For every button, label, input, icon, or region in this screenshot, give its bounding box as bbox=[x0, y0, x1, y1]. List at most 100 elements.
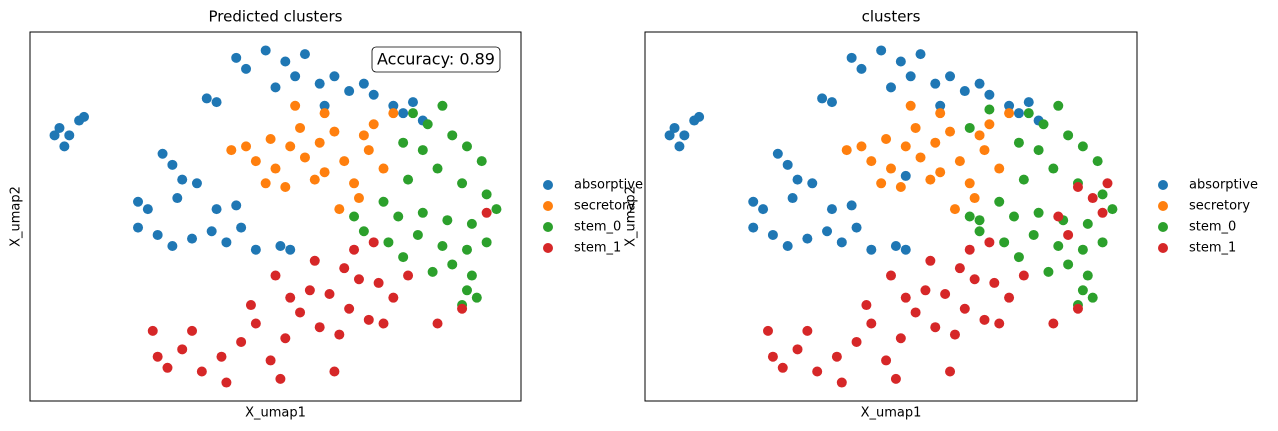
point bbox=[324, 288, 335, 299]
point bbox=[236, 222, 247, 233]
point bbox=[925, 255, 936, 266]
point bbox=[930, 137, 941, 148]
point bbox=[679, 130, 690, 141]
point bbox=[1082, 218, 1093, 229]
point bbox=[231, 52, 242, 63]
point bbox=[905, 71, 916, 82]
point bbox=[461, 141, 472, 152]
point bbox=[758, 204, 769, 215]
legend-label: absorptive bbox=[574, 178, 643, 193]
point bbox=[447, 259, 458, 270]
point bbox=[187, 233, 198, 244]
point bbox=[782, 159, 793, 170]
point bbox=[792, 344, 803, 355]
point bbox=[841, 145, 852, 156]
point bbox=[378, 163, 389, 174]
point bbox=[152, 351, 163, 362]
point bbox=[314, 78, 325, 89]
point bbox=[275, 241, 286, 252]
point bbox=[481, 207, 492, 218]
point bbox=[368, 89, 379, 100]
point bbox=[466, 218, 477, 229]
legend-marker bbox=[1158, 243, 1168, 253]
point bbox=[471, 292, 482, 303]
point bbox=[787, 193, 798, 204]
point bbox=[930, 78, 941, 89]
point bbox=[905, 100, 916, 111]
point bbox=[890, 373, 901, 384]
point bbox=[457, 303, 468, 314]
point bbox=[358, 226, 369, 237]
point bbox=[895, 56, 906, 67]
point bbox=[876, 45, 887, 56]
point bbox=[984, 119, 995, 130]
point bbox=[915, 49, 926, 60]
point bbox=[1063, 130, 1074, 141]
point bbox=[969, 274, 980, 285]
point bbox=[191, 178, 202, 189]
point bbox=[226, 145, 237, 156]
point bbox=[339, 156, 350, 167]
point bbox=[989, 277, 1000, 288]
point bbox=[349, 244, 360, 255]
point bbox=[1063, 259, 1074, 270]
point bbox=[280, 181, 291, 192]
point bbox=[949, 204, 960, 215]
point bbox=[1087, 193, 1098, 204]
point bbox=[49, 130, 60, 141]
point bbox=[777, 362, 788, 373]
point bbox=[216, 351, 227, 362]
point bbox=[1048, 163, 1059, 174]
point bbox=[299, 152, 310, 163]
point bbox=[378, 318, 389, 329]
point bbox=[285, 244, 296, 255]
point bbox=[886, 270, 896, 281]
point bbox=[836, 237, 847, 248]
point bbox=[270, 163, 281, 174]
point bbox=[1077, 141, 1088, 152]
point bbox=[388, 292, 399, 303]
point bbox=[196, 366, 207, 377]
point bbox=[1053, 211, 1064, 222]
point bbox=[674, 141, 685, 152]
point bbox=[403, 174, 414, 185]
point bbox=[886, 82, 896, 93]
point bbox=[822, 226, 833, 237]
point bbox=[1087, 292, 1098, 303]
point bbox=[260, 178, 271, 189]
point bbox=[177, 174, 188, 185]
point bbox=[895, 333, 906, 344]
point bbox=[930, 322, 941, 333]
point bbox=[285, 141, 296, 152]
point bbox=[900, 292, 911, 303]
point bbox=[147, 325, 158, 336]
point bbox=[1013, 108, 1024, 119]
point bbox=[388, 108, 399, 119]
point bbox=[959, 303, 970, 314]
point bbox=[959, 86, 970, 97]
point bbox=[1043, 266, 1054, 277]
point bbox=[437, 100, 448, 111]
point bbox=[295, 122, 306, 133]
point bbox=[1004, 100, 1015, 111]
point bbox=[250, 318, 261, 329]
point bbox=[265, 134, 276, 145]
point bbox=[344, 303, 355, 314]
point bbox=[807, 178, 818, 189]
legend-label: stem_0 bbox=[574, 220, 621, 235]
point bbox=[270, 270, 281, 281]
point bbox=[890, 241, 901, 252]
legend-marker bbox=[1158, 222, 1168, 232]
point bbox=[59, 141, 70, 152]
legend-marker bbox=[543, 180, 553, 190]
point bbox=[856, 141, 867, 152]
point bbox=[133, 196, 144, 207]
point bbox=[802, 233, 813, 244]
point bbox=[954, 156, 965, 167]
x-axis-label: X_umap1 bbox=[861, 406, 922, 421]
point bbox=[398, 108, 409, 119]
point bbox=[393, 211, 404, 222]
point bbox=[881, 355, 892, 366]
point bbox=[949, 329, 960, 340]
x-axis-label: X_umap1 bbox=[245, 406, 306, 421]
